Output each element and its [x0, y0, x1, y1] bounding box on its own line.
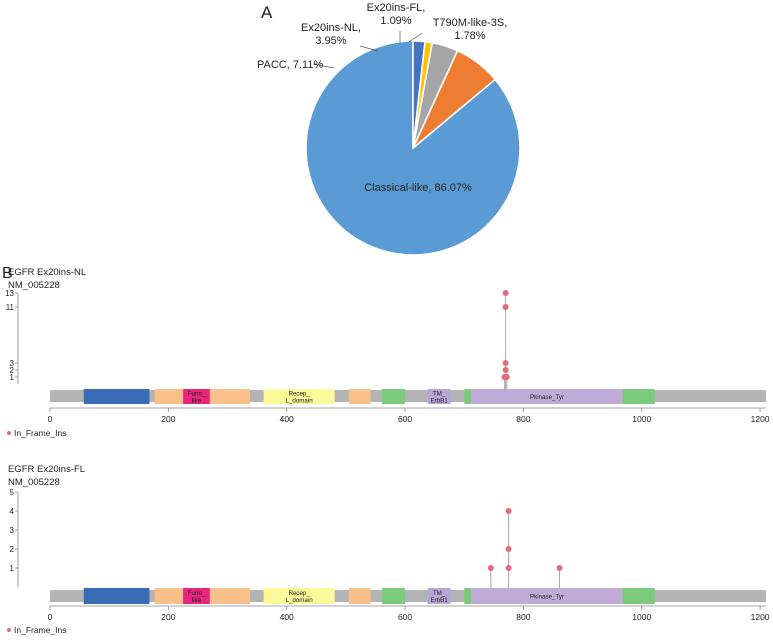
y-tick-label: 11 [6, 303, 15, 312]
lollipop-head [505, 508, 512, 514]
y-tick-label: 2 [10, 366, 15, 375]
pie-slice-label: Classical-like, 86.07% [364, 182, 472, 194]
x-tick-label: 800 [516, 612, 530, 622]
legend-marker [7, 628, 11, 632]
y-tick-label: 3 [10, 526, 15, 535]
panel-label-b: B [2, 265, 13, 282]
y-tick-label: 1 [10, 373, 15, 382]
x-tick-label: 1000 [632, 414, 651, 424]
protein-domain [83, 389, 150, 404]
plot-title-fl: EGFR Ex20ins-FL [8, 464, 85, 475]
leader-line [359, 45, 379, 52]
lollipop-plot-nl: EGFR Ex20ins-NL NM_005228 123 11 13 Furin_ l… [5, 267, 770, 438]
x-tick-label: 1000 [632, 612, 651, 622]
x-tick-label: 200 [161, 612, 175, 622]
panel-label-a: A [261, 3, 273, 22]
pie-slice-label: T790M-like-3S, 1.78% [433, 17, 508, 42]
domain-label: TM_ ErbB1 [430, 590, 448, 604]
protein-domain [183, 588, 210, 604]
pie-slice [412, 40, 426, 149]
pie-slice-label: PACC, 7.11% [257, 59, 323, 71]
lollipop-head [487, 565, 494, 571]
lollipop-head [505, 565, 512, 571]
x-tick-label: 200 [161, 414, 175, 424]
protein-domain [427, 588, 451, 604]
legend-label-fl: In_Frame_Ins [14, 625, 66, 635]
protein-domain [471, 389, 623, 404]
y-tick-label: 5 [10, 488, 15, 497]
lollipop-head [502, 290, 509, 296]
protein-domain [348, 389, 371, 404]
x-tick-label: 400 [280, 612, 294, 622]
lollipop-head [505, 546, 512, 552]
x-tick-label: 400 [280, 414, 294, 424]
domain-label: Pkinase_Tyr [530, 394, 564, 401]
lollipop-head [502, 360, 509, 366]
x-tick-label: 800 [516, 414, 530, 424]
pie-slice-label: Ex20ins-NL, 3.95% [301, 22, 361, 47]
protein-domain [348, 588, 371, 604]
protein-domain [464, 588, 472, 604]
protein-domain [83, 588, 150, 604]
domain-label: Furin_ like [188, 590, 206, 604]
y-tick-label: 3 [10, 359, 15, 368]
legend-label-nl: In_Frame_Ins [14, 428, 66, 438]
x-tick-label: 0 [48, 612, 53, 622]
domain-label: Recep_ L_domain [286, 391, 314, 405]
plot-title-nl: EGFR Ex20ins-NL [8, 267, 86, 278]
domain-label: Recep_ L_domain [286, 590, 314, 604]
plot-subtitle-fl: NM_005228 [8, 477, 60, 488]
lollipop-plot-fl: EGFR Ex20ins-FL NM_005228 1 2 3 4 5 Furin_ lik… [7, 464, 770, 635]
lollipop-head [556, 565, 563, 571]
y-tick-label: 4 [10, 507, 15, 516]
y-tick-label: 1 [10, 564, 15, 573]
legend-marker [7, 431, 11, 435]
protein-domain [464, 389, 472, 404]
pie-slice-label: Ex20ins-FL, 1.09% [367, 2, 426, 27]
protein-domain [622, 588, 655, 604]
y-tick-label: 2 [10, 545, 15, 554]
plot-subtitle-nl: NM_005228 [8, 280, 60, 291]
x-tick-label: 600 [398, 612, 412, 622]
protein-domain [183, 389, 210, 404]
protein-domain [471, 588, 623, 604]
y-tick-label: 13 [5, 289, 14, 298]
protein-domain [263, 389, 335, 404]
protein-domain [381, 389, 406, 404]
x-tick-label: 0 [48, 414, 53, 424]
domain-label: Pkinase_Tyr [530, 594, 564, 601]
domain-label: TM_ ErbB1 [430, 391, 448, 405]
lollipop-head [502, 367, 509, 373]
protein-domain [622, 389, 655, 404]
x-tick-label: 600 [398, 414, 412, 424]
lollipop-head [503, 374, 510, 380]
lollipop-head [502, 304, 509, 310]
protein-domain [381, 588, 406, 604]
domain-label: Furin_ like [188, 391, 206, 405]
x-tick-label: 1200 [751, 414, 770, 424]
leader-line [312, 63, 335, 69]
pie-chart: Classical-like, 86.07% PACC, 7.11% Ex20ins… [257, 2, 521, 256]
leader-line [408, 32, 423, 43]
protein-domain [427, 389, 451, 404]
x-tick-label: 1200 [751, 612, 770, 622]
protein-domain [263, 588, 335, 604]
